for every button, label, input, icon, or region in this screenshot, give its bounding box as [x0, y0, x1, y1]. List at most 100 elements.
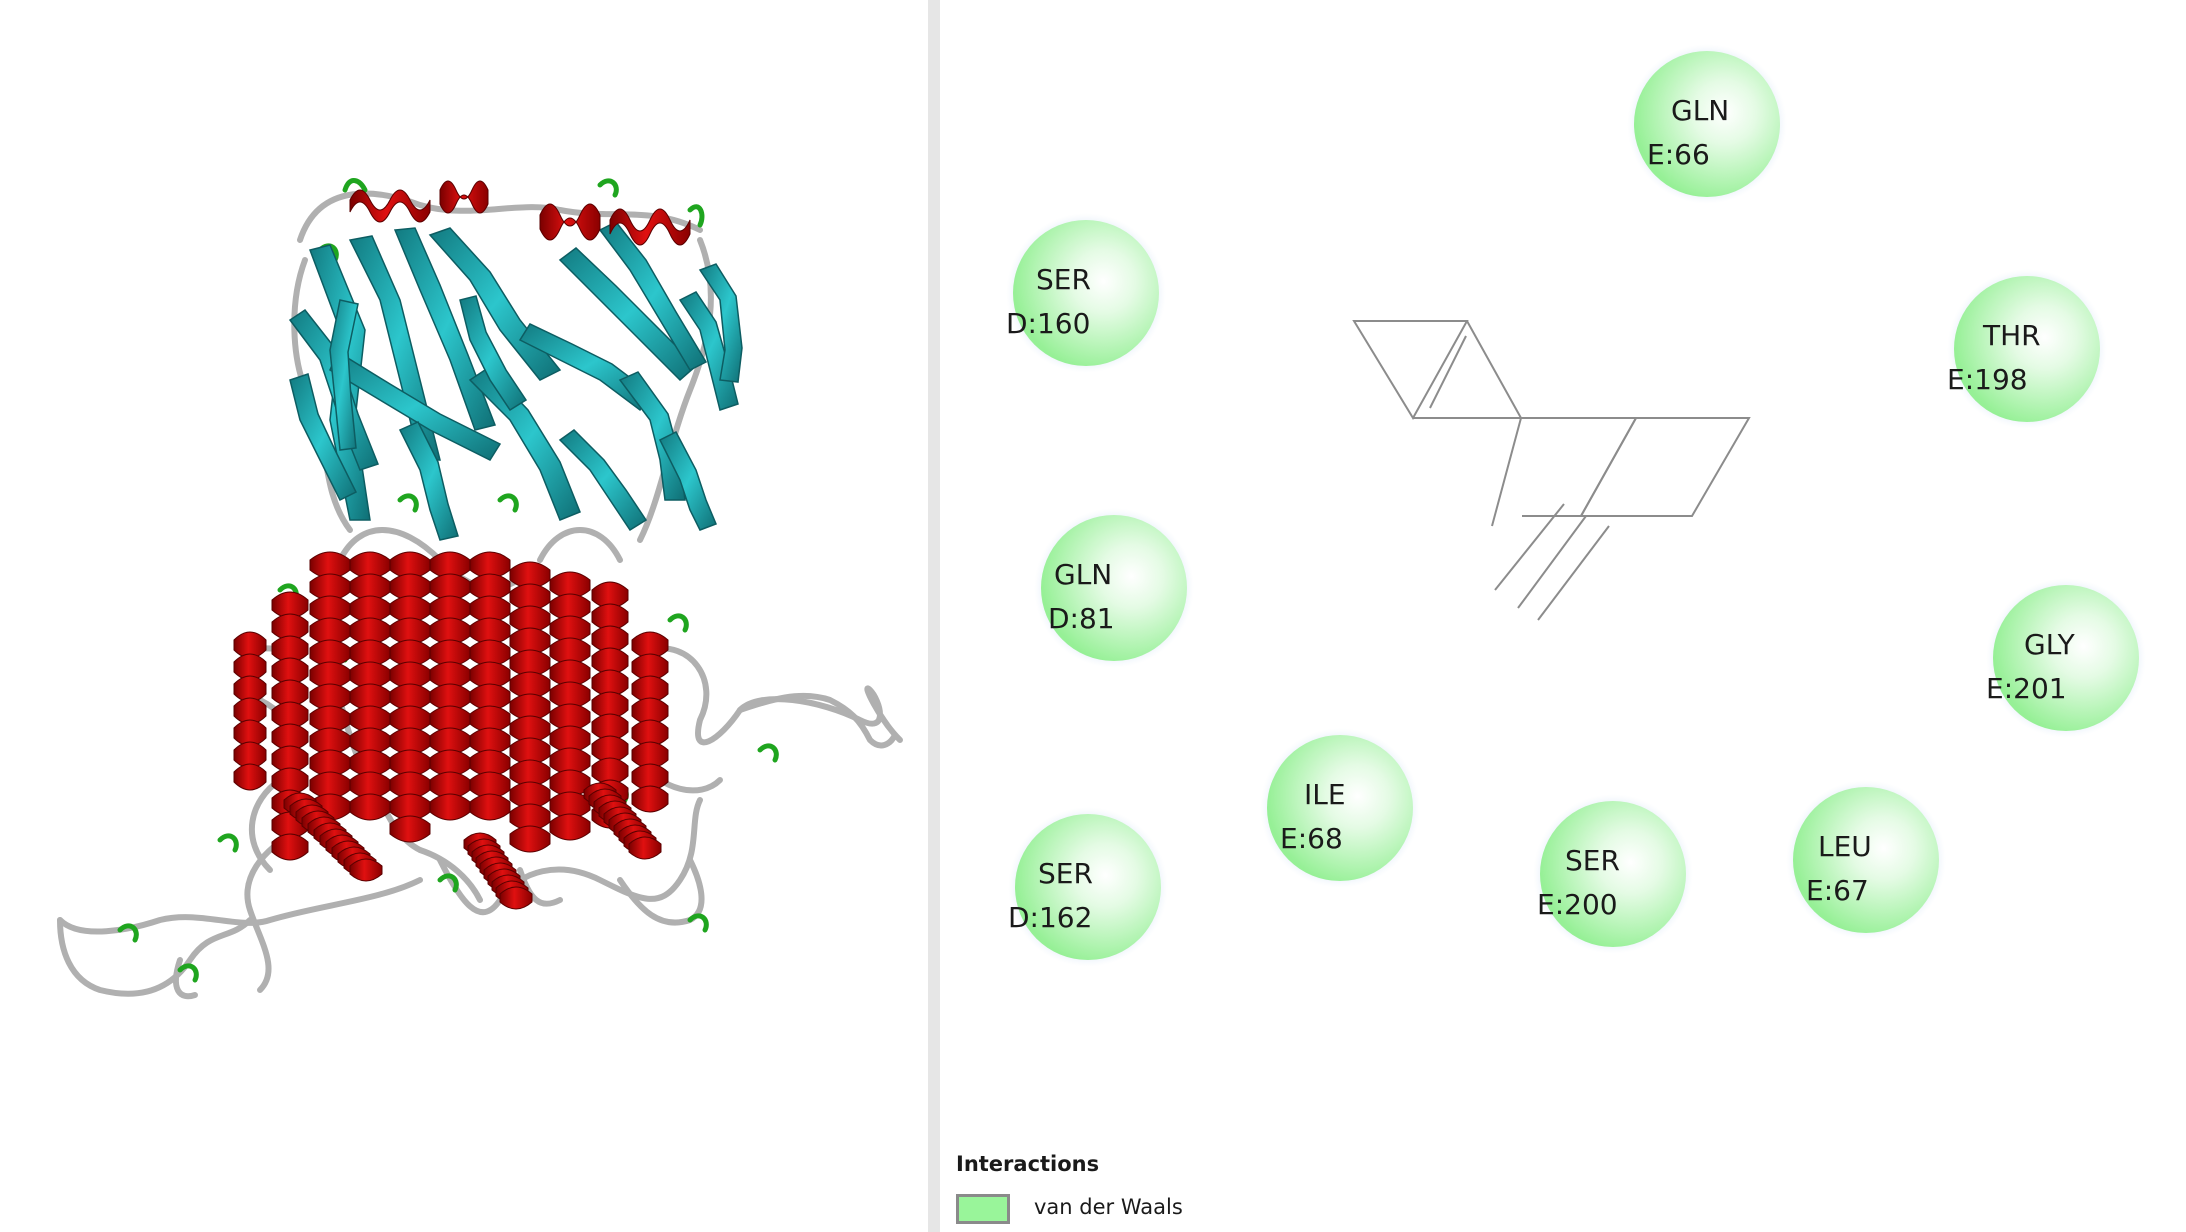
helix-turn — [549, 681, 591, 709]
helix-turn — [549, 703, 591, 731]
helix-turn — [591, 691, 629, 719]
helix-turn — [591, 735, 629, 763]
transmembrane-helices — [233, 551, 669, 910]
helix-turn — [631, 631, 669, 659]
helix-turn — [233, 697, 267, 725]
helix-turn — [549, 747, 591, 775]
helix-turn — [631, 785, 669, 813]
residue-id: E:201 — [1986, 672, 2067, 705]
residue-circle — [1634, 51, 1780, 197]
residue-node[interactable]: LEU E:67 — [1786, 780, 1946, 940]
residue-circle — [1540, 801, 1686, 947]
helix-turn — [631, 675, 669, 703]
helix-turn — [271, 679, 309, 707]
residue-name: GLN — [1054, 558, 1112, 591]
residue-name: SER — [1038, 857, 1093, 890]
protein-cartoon — [57, 178, 903, 1000]
helix-turn — [233, 653, 267, 681]
helix-turn — [233, 631, 267, 659]
residue-circle — [1267, 735, 1413, 881]
helix-turn — [271, 701, 309, 729]
residue-id: E:67 — [1806, 874, 1869, 907]
helix-turn — [271, 745, 309, 773]
helix-turn — [591, 647, 629, 675]
residue-node[interactable]: SER D:162 — [1008, 807, 1168, 967]
residue-id: E:198 — [1947, 363, 2028, 396]
helix-turn — [271, 591, 309, 619]
beta-sheet-regions — [288, 221, 743, 541]
interactions-legend: Interactions van der Waals — [956, 1150, 1356, 1232]
residue-circle — [1793, 787, 1939, 933]
residue-node[interactable]: GLN D:81 — [1034, 508, 1194, 668]
legend-title: Interactions — [956, 1152, 1100, 1176]
residue-circle — [1015, 814, 1161, 960]
helix-turn — [549, 637, 591, 665]
helix-turn — [499, 886, 533, 910]
residue-name: GLN — [1671, 94, 1729, 127]
helix-turn — [271, 767, 309, 795]
residue-id: D:162 — [1008, 901, 1092, 934]
helix-turn — [549, 659, 591, 687]
helix-turn — [389, 815, 431, 843]
residue-id: E:200 — [1537, 888, 1618, 921]
helix-turn — [591, 757, 629, 785]
residue-node[interactable]: SER D:160 — [1006, 213, 1166, 373]
residue-circle — [1954, 276, 2100, 422]
helix-turn — [631, 719, 669, 747]
helix-turn — [591, 581, 629, 609]
helix-turn — [271, 635, 309, 663]
helix-turn — [349, 793, 391, 821]
helix-turn — [628, 836, 662, 860]
residue-id: E:66 — [1647, 138, 1710, 171]
helix-turn — [271, 657, 309, 685]
residue-circle — [1013, 220, 1159, 366]
residue-node[interactable]: THR E:198 — [1947, 269, 2107, 429]
helix-turn — [233, 741, 267, 769]
residue-name: LEU — [1818, 830, 1872, 863]
helix-turn — [591, 625, 629, 653]
helix-turn — [631, 697, 669, 725]
residue-node[interactable]: GLY E:201 — [1986, 578, 2146, 738]
protein-structure-panel — [0, 0, 928, 1232]
helix-turn — [233, 719, 267, 747]
residue-circle — [1041, 515, 1187, 661]
residue-name: SER — [1036, 263, 1091, 296]
helix-turn — [631, 653, 669, 681]
helix-turn — [631, 763, 669, 791]
legend-swatch-van-der-waals — [956, 1194, 1010, 1224]
residue-node[interactable]: ILE E:68 — [1260, 728, 1420, 888]
helix-turn — [271, 723, 309, 751]
interaction-diagram-panel: GLN E:66 SER D:160 THR E:198 GLN D:81 — [940, 0, 2186, 1232]
helix-turn — [549, 571, 591, 599]
helix-turn — [549, 791, 591, 819]
helix-turn — [233, 675, 267, 703]
residue-name: THR — [1982, 319, 2041, 352]
helix-turn — [349, 858, 383, 882]
residue-name: ILE — [1304, 778, 1346, 811]
helix-turn — [271, 833, 309, 861]
helix-turn — [549, 615, 591, 643]
residue-name: SER — [1565, 844, 1620, 877]
helix-turn — [549, 725, 591, 753]
helix-turn — [549, 593, 591, 621]
residue-name: GLY — [2024, 628, 2076, 661]
helix-turn — [509, 825, 551, 853]
helix-turn — [591, 669, 629, 697]
top-helices — [349, 180, 691, 246]
residue-circle — [1993, 585, 2139, 731]
helix-turn — [271, 613, 309, 641]
residue-node[interactable]: GLN E:66 — [1627, 44, 1787, 204]
helix-turn — [429, 793, 471, 821]
residue-id: D:160 — [1006, 307, 1090, 340]
residue-id: E:68 — [1280, 822, 1343, 855]
residue-node[interactable]: SER E:200 — [1533, 794, 1693, 954]
panel-divider — [928, 0, 940, 1232]
helix-turn — [631, 741, 669, 769]
legend-label-van-der-waals: van der Waals — [1034, 1195, 1183, 1219]
interaction-diagram: GLN E:66 SER D:160 THR E:198 GLN D:81 — [1006, 44, 2146, 967]
helix-turn — [469, 793, 511, 821]
residue-id: D:81 — [1048, 602, 1115, 635]
ligand-structure — [1352, 320, 1751, 621]
helix-turn — [591, 603, 629, 631]
